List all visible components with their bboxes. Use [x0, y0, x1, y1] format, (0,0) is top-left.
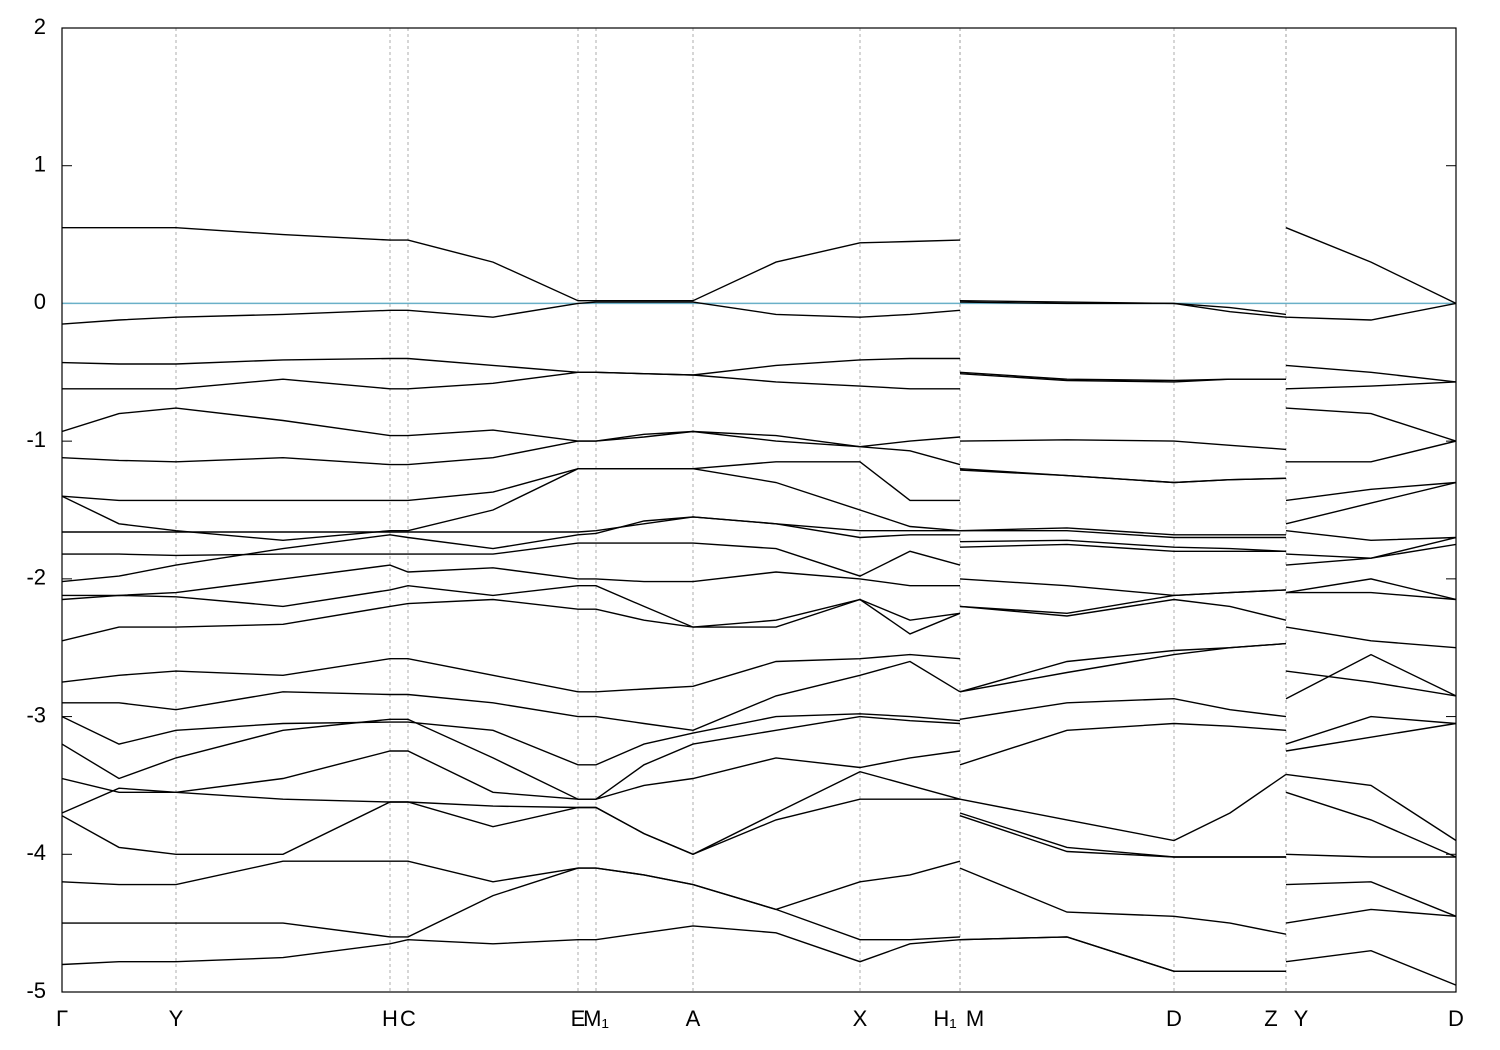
x-tick-label: E: [571, 1006, 586, 1031]
band-line: [62, 516, 1456, 583]
band-line: [62, 715, 1456, 800]
band-line: [62, 584, 1456, 635]
y-tick-label: 2: [34, 14, 46, 39]
band-line: [62, 301, 1456, 325]
band-line: [62, 925, 1456, 986]
band-line: [62, 371, 1456, 390]
band-line: [62, 357, 1456, 383]
band-line: [62, 642, 1456, 697]
x-tick-label: Γ: [56, 1006, 68, 1031]
y-tick-label: -1: [26, 427, 46, 452]
x-tick-label: Y: [1294, 1006, 1309, 1031]
x-tick-label: H: [382, 1006, 398, 1031]
x-tick-label: Z: [1264, 1006, 1277, 1031]
x-tick-label: M₁: [583, 1006, 609, 1031]
y-tick-label: 0: [34, 289, 46, 314]
x-tick-label: H₁: [933, 1006, 956, 1031]
band-line: [62, 516, 1456, 542]
y-tick-label: -3: [26, 702, 46, 727]
x-tick-label: D: [1448, 1006, 1464, 1031]
band-line: [62, 770, 1456, 858]
y-tick-label: -2: [26, 565, 46, 590]
band-line: [62, 787, 1456, 858]
band-line: [62, 750, 1456, 842]
band-line: [62, 564, 1456, 601]
x-tick-label: C: [400, 1006, 416, 1031]
x-tick-label: A: [686, 1006, 701, 1031]
x-tick-label: M: [966, 1006, 984, 1031]
band-line: [62, 642, 1456, 732]
x-tick-label: X: [853, 1006, 868, 1031]
x-tick-label: D: [1166, 1006, 1182, 1031]
band-line: [62, 697, 1456, 766]
plot-frame: [61, 27, 1457, 993]
y-tick-label: -4: [26, 840, 46, 865]
band-line: [62, 407, 1456, 451]
band-line: [62, 227, 1456, 316]
band-line: [62, 468, 1456, 542]
x-tick-label: Y: [169, 1006, 184, 1031]
band-line: [62, 461, 1456, 502]
band-line: [62, 598, 1456, 649]
y-tick-label: 1: [34, 152, 46, 177]
band-line: [62, 867, 1456, 972]
band-line: [62, 539, 1456, 577]
y-tick-label: -5: [26, 978, 46, 1003]
